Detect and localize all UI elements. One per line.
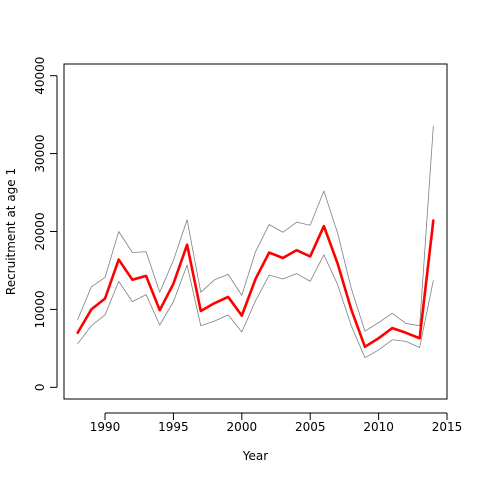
- y-axis: 0 10000 20000 30000 40000: [33, 57, 58, 391]
- y-tick-label: 10000: [33, 290, 47, 328]
- y-tick-label: 0: [33, 383, 47, 391]
- x-tick-label: 2015: [432, 420, 463, 434]
- x-axis: 1990 1995 2000 2005 2010 2015: [90, 412, 463, 434]
- series-line-estimate: [76, 219, 435, 349]
- y-tick-label: 40000: [33, 57, 47, 95]
- x-tick-label: 1995: [158, 420, 189, 434]
- y-tick-label: 30000: [33, 134, 47, 172]
- series-line-lower: [77, 254, 434, 359]
- x-tick-label: 2010: [363, 420, 394, 434]
- series-line-upper: [77, 125, 434, 332]
- x-axis-title: Year: [242, 449, 268, 463]
- x-tick-label: 2005: [295, 420, 326, 434]
- y-tick-label: 20000: [33, 212, 47, 250]
- plot-box: [63, 63, 448, 400]
- x-tick-label: 1990: [90, 420, 121, 434]
- y-axis-title: Recruitment at age 1: [4, 168, 18, 295]
- x-tick-label: 2000: [227, 420, 258, 434]
- series-layer: [76, 125, 435, 359]
